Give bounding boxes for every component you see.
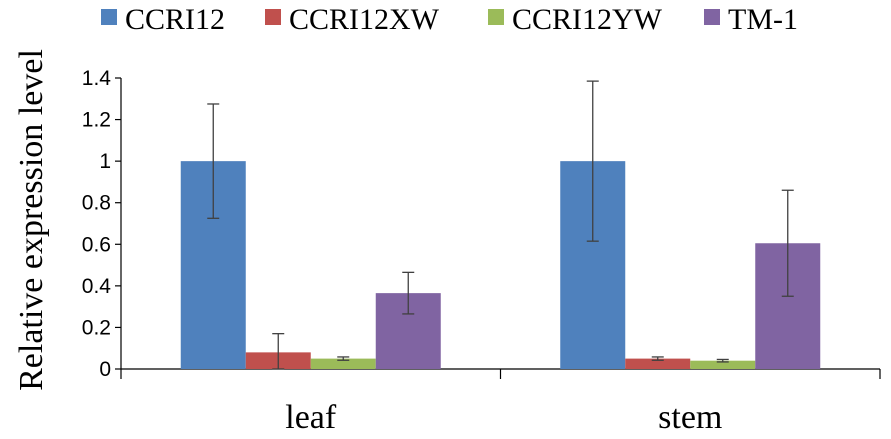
bars — [180, 161, 821, 369]
legend-label: CCRI12YW — [512, 3, 663, 36]
y-tick-label: 0.8 — [82, 192, 111, 215]
error-bars — [207, 80, 794, 370]
y-tick-label: 0.6 — [82, 233, 111, 256]
y-tick-label: 1 — [99, 150, 111, 173]
y-tick-label: 1.2 — [82, 109, 111, 132]
y-tick-labels: 0 0.2 0.4 0.6 0.8 1 1.2 1.4 — [82, 67, 112, 381]
x-category-label: stem — [658, 399, 722, 436]
legend-swatch — [704, 9, 720, 25]
y-axis-label: Relative expression level — [13, 49, 50, 391]
bar-ccri12yw-leaf — [310, 358, 376, 369]
legend: CCRI12 CCRI12XW CCRI12YW TM-1 — [101, 3, 798, 36]
x-category-labels: leaf stem — [285, 399, 722, 436]
y-tick-label: 0.4 — [82, 275, 112, 298]
legend-swatch — [101, 9, 117, 25]
legend-label: TM-1 — [728, 3, 798, 36]
legend-swatch — [265, 9, 281, 25]
legend-label: CCRI12 — [125, 3, 225, 36]
legend-swatch — [488, 9, 504, 25]
bar-ccri12yw-stem — [690, 360, 756, 369]
legend-label: CCRI12XW — [289, 3, 440, 36]
y-tick-label: 1.4 — [82, 67, 112, 90]
bar-ccri12xw-stem — [625, 358, 691, 369]
y-tick-label: 0 — [99, 358, 111, 381]
x-category-label: leaf — [285, 399, 337, 436]
y-tick-label: 0.2 — [82, 316, 111, 339]
